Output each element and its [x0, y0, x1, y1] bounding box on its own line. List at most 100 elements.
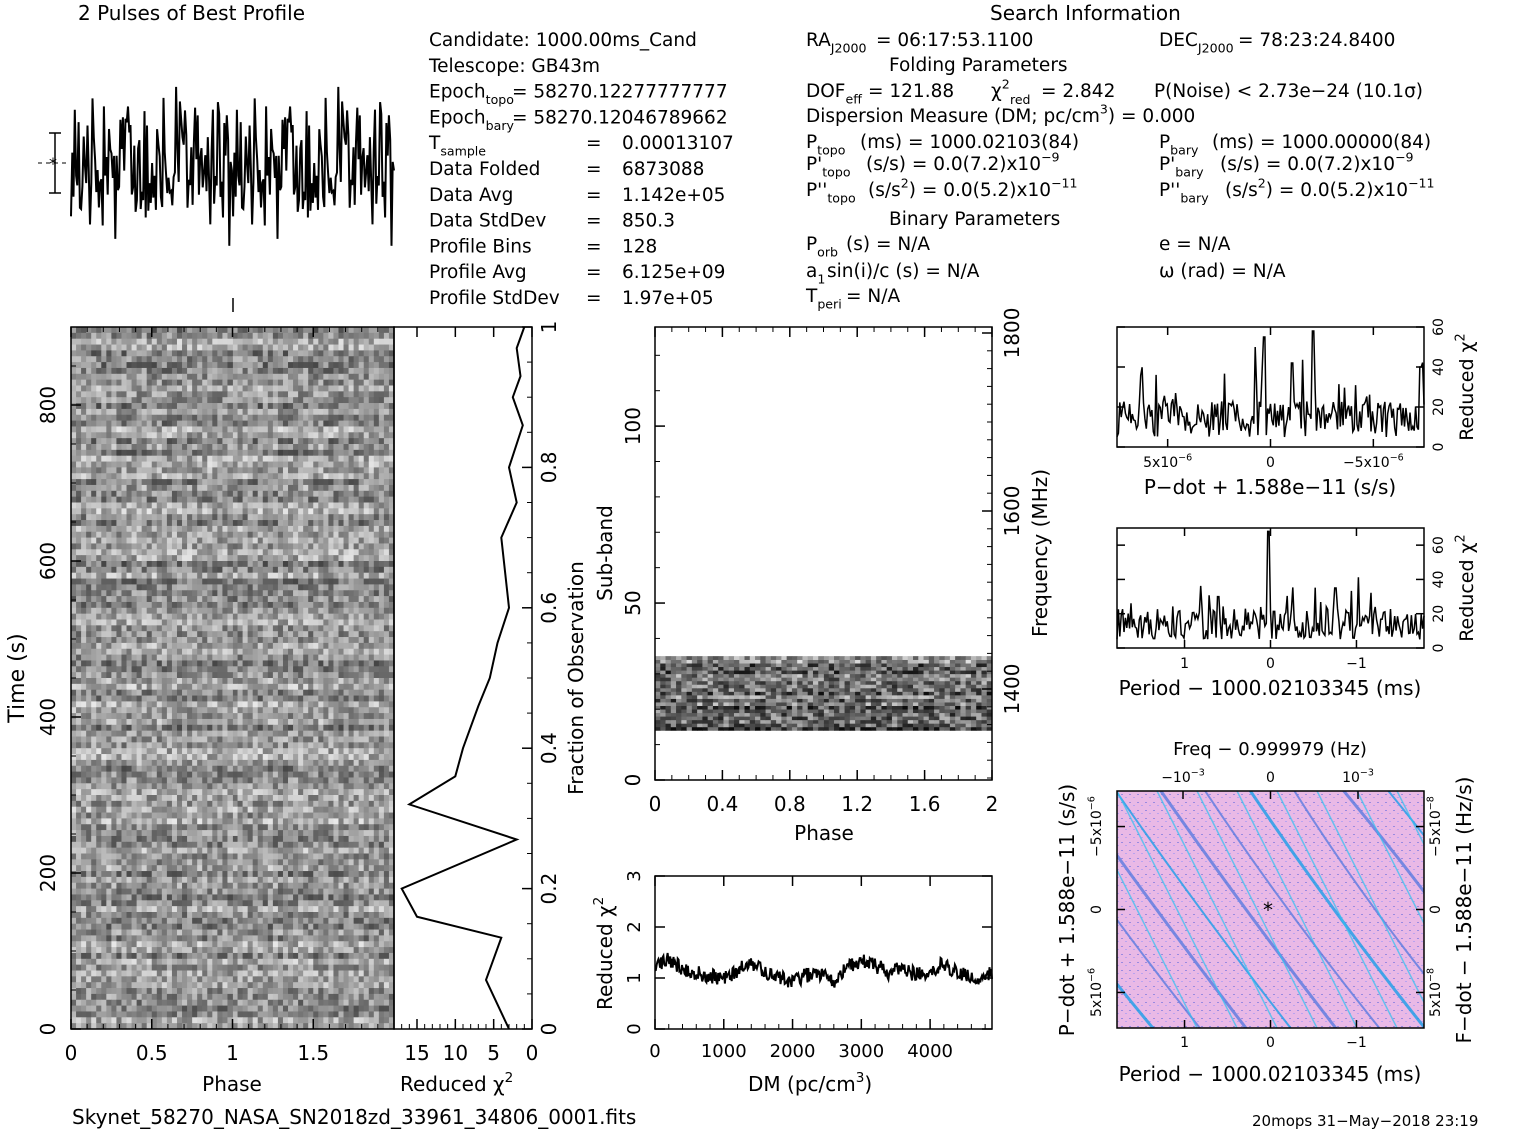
heat-cell — [267, 455, 274, 462]
heat-cell — [267, 414, 274, 421]
heat-cell — [212, 420, 218, 427]
heat-cell — [81, 660, 87, 667]
heat-cell — [262, 631, 269, 638]
heat-cell — [106, 502, 112, 509]
heat-cell — [161, 484, 168, 492]
heat-cell — [353, 496, 360, 503]
heat-cell — [262, 350, 269, 357]
heat-cell — [101, 607, 107, 615]
heat-cell — [212, 350, 218, 357]
heat-cell — [242, 572, 249, 579]
heat-cell — [182, 414, 188, 421]
heat-cell — [303, 496, 309, 503]
heat-cell — [257, 327, 264, 334]
heat-cell — [171, 619, 178, 626]
heat-cell — [71, 678, 77, 685]
heat-cell — [192, 502, 198, 509]
heat-cell — [318, 701, 324, 708]
heat-cell — [343, 590, 349, 597]
heat-cell — [207, 385, 213, 392]
heat-cell — [328, 619, 334, 626]
heat-cell — [388, 613, 395, 620]
heat-cell — [257, 584, 264, 591]
heat-cell — [131, 718, 138, 726]
heat-cell — [378, 631, 385, 638]
heat-cell — [247, 578, 254, 585]
heat-cell — [257, 549, 264, 556]
heat-cell — [267, 613, 274, 620]
heat-cell — [197, 543, 203, 550]
heat-cell — [126, 619, 132, 626]
heat-cell — [166, 449, 173, 457]
heat-cell — [288, 549, 294, 556]
heat-cell — [217, 403, 223, 410]
heat-cell — [131, 590, 138, 597]
heat-cell — [222, 596, 228, 603]
heat-cell — [358, 672, 365, 679]
heat-cell — [368, 444, 375, 451]
heat-cell — [313, 473, 319, 480]
heat-cell — [378, 613, 385, 620]
heat-cell — [187, 666, 193, 673]
heat-cell — [383, 707, 390, 714]
heat-cell — [363, 713, 370, 720]
heat-cell — [288, 578, 294, 585]
heat-cell — [192, 566, 198, 574]
heat-cell — [86, 449, 92, 457]
heat-cell — [176, 479, 183, 486]
heat-cell — [166, 660, 173, 667]
heat-cell — [252, 414, 259, 421]
heat-cell — [343, 619, 349, 626]
heat-cell — [232, 566, 238, 574]
heat-cell — [323, 566, 329, 574]
heat-cell — [187, 748, 193, 755]
heat-cell — [96, 701, 102, 708]
heat-cell — [86, 525, 92, 533]
heat-cell — [368, 385, 375, 392]
heat-cell — [106, 759, 112, 767]
heat-cell — [288, 678, 294, 685]
heat-cell — [288, 344, 294, 351]
heat-cell — [313, 444, 319, 451]
candidate-row-value: 850.3 — [622, 211, 675, 232]
heat-cell — [131, 338, 138, 345]
heat-cell — [388, 566, 395, 574]
heat-cell — [368, 754, 375, 761]
heat-cell — [106, 771, 112, 778]
tperi-label: Tperi — [805, 286, 842, 311]
heat-cell — [262, 332, 269, 340]
heat-cell — [86, 736, 92, 743]
heat-cell — [383, 754, 390, 761]
heat-cell — [101, 391, 107, 398]
heat-cell — [252, 379, 259, 386]
heat-cell — [338, 350, 344, 357]
heat-cell — [96, 537, 102, 544]
heat-cell — [262, 397, 269, 404]
heat-cell — [252, 742, 259, 749]
heat-cell — [368, 531, 375, 538]
heat-cell — [373, 484, 380, 492]
heat-cell — [116, 613, 122, 620]
heat-cell — [121, 508, 127, 515]
heat-cell — [156, 449, 163, 457]
heat-cell — [202, 426, 208, 433]
heat-cell — [267, 350, 274, 357]
heat-cell — [277, 607, 284, 615]
heat-cell — [212, 771, 218, 778]
heat-cell — [96, 332, 102, 340]
heat-cell — [328, 736, 334, 743]
heat-cell — [96, 397, 102, 404]
heat-cell — [353, 338, 360, 345]
heat-cell — [161, 338, 168, 345]
heat-cell — [176, 765, 183, 772]
heat-cell — [207, 572, 213, 579]
heat-cell — [358, 590, 365, 597]
heat-cell — [242, 332, 249, 340]
heat-cell — [298, 613, 304, 620]
heat-cell — [101, 479, 107, 486]
heat-cell — [166, 514, 173, 521]
heat-cell — [76, 648, 82, 655]
heat-cell — [136, 642, 143, 650]
heat-cell — [358, 332, 365, 340]
heat-cell — [277, 461, 284, 468]
